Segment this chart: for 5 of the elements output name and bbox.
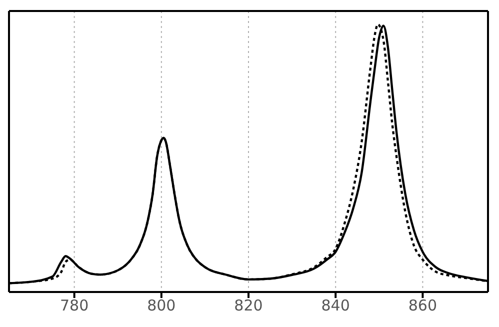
x-tick-label: 840 (321, 296, 350, 315)
x-tick-label: 820 (234, 296, 263, 315)
x-tick-label: 860 (408, 296, 437, 315)
x-tick-label: 800 (147, 296, 176, 315)
x-tick-label: 780 (60, 296, 89, 315)
